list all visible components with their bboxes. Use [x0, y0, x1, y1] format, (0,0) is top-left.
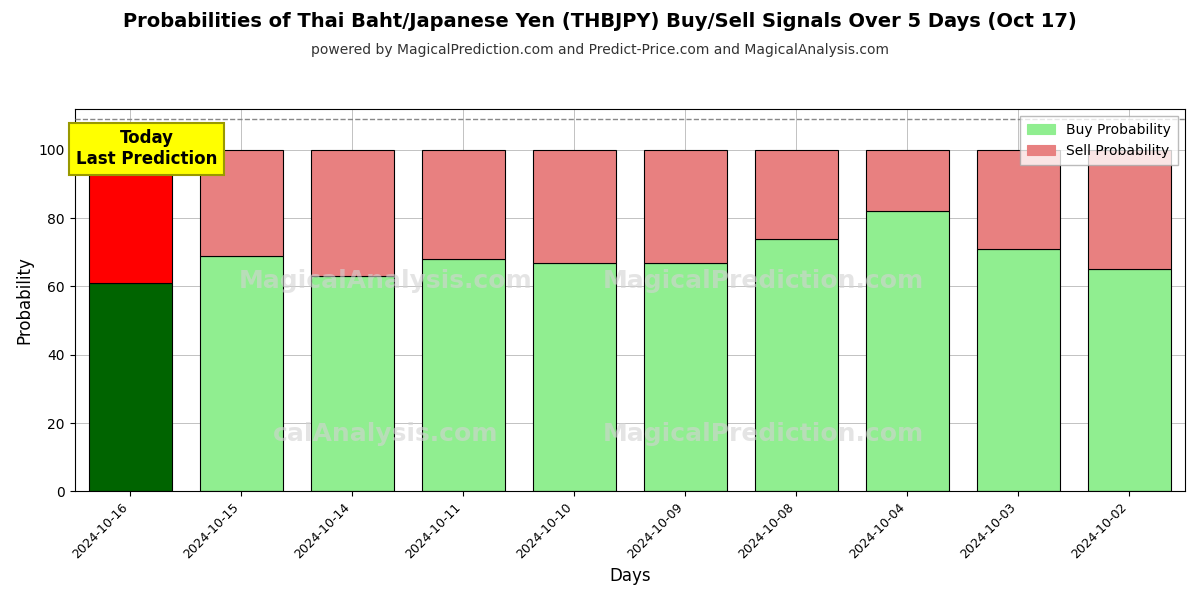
Text: MagicalAnalysis.com: MagicalAnalysis.com: [239, 269, 533, 293]
Bar: [89, 150, 172, 283]
Bar: [643, 150, 727, 263]
Bar: [533, 150, 616, 263]
Y-axis label: Probability: Probability: [16, 256, 34, 344]
Bar: [865, 150, 949, 211]
Bar: [199, 256, 283, 491]
Bar: [1088, 269, 1171, 491]
Bar: [977, 249, 1060, 491]
Bar: [89, 283, 172, 491]
Bar: [755, 239, 838, 491]
Bar: [311, 276, 394, 491]
Text: MagicalPrediction.com: MagicalPrediction.com: [602, 422, 924, 446]
Bar: [865, 211, 949, 491]
Bar: [977, 150, 1060, 249]
Text: Today
Last Prediction: Today Last Prediction: [76, 130, 217, 168]
Bar: [421, 150, 505, 259]
Text: calAnalysis.com: calAnalysis.com: [272, 422, 498, 446]
Text: Probabilities of Thai Baht/Japanese Yen (THBJPY) Buy/Sell Signals Over 5 Days (O: Probabilities of Thai Baht/Japanese Yen …: [124, 12, 1076, 31]
Bar: [421, 259, 505, 491]
Text: powered by MagicalPrediction.com and Predict-Price.com and MagicalAnalysis.com: powered by MagicalPrediction.com and Pre…: [311, 43, 889, 57]
Bar: [643, 263, 727, 491]
Bar: [1088, 150, 1171, 269]
Bar: [311, 150, 394, 276]
Bar: [533, 263, 616, 491]
Bar: [755, 150, 838, 239]
Text: MagicalPrediction.com: MagicalPrediction.com: [602, 269, 924, 293]
X-axis label: Days: Days: [610, 567, 650, 585]
Legend: Buy Probability, Sell Probability: Buy Probability, Sell Probability: [1020, 116, 1178, 165]
Bar: [199, 150, 283, 256]
